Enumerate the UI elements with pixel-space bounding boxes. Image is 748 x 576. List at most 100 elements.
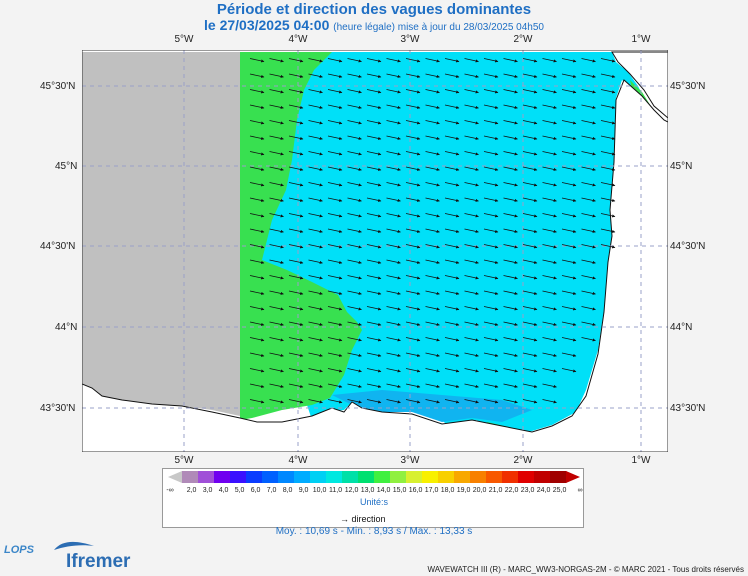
direction-arrow	[522, 383, 538, 388]
direction-arrow	[503, 321, 518, 326]
direction-arrow	[425, 104, 440, 109]
direction-arrow	[366, 259, 382, 264]
direction-arrow	[249, 383, 265, 388]
direction-arrow	[327, 290, 343, 295]
lat-label-left: 45°30'N	[40, 81, 76, 92]
direction-arrow	[444, 337, 460, 342]
nodata-region	[82, 386, 240, 416]
direction-arrow	[405, 306, 421, 311]
colorbar-segment	[326, 471, 343, 483]
direction-arrow	[269, 352, 284, 357]
direction-arrow	[561, 368, 577, 373]
colorbar-segment	[278, 471, 295, 483]
direction-arrow	[386, 73, 401, 78]
direction-arrow	[405, 197, 421, 202]
direction-arrow	[347, 182, 362, 187]
arrow-icon: →	[340, 514, 349, 524]
direction-arrow	[269, 197, 284, 202]
direction-arrow	[249, 337, 265, 342]
direction-arrow	[425, 368, 440, 373]
credit-text: WAVEWATCH III (R) - MARC_WW3-NORGAS-2M -…	[427, 565, 744, 574]
direction-arrow	[249, 228, 265, 233]
direction-arrow	[522, 213, 538, 218]
direction-arrow	[600, 197, 616, 202]
direction-arrow	[503, 352, 518, 357]
direction-arrow	[366, 352, 382, 357]
direction-arrow	[347, 383, 362, 388]
direction-arrow	[581, 290, 596, 295]
direction-arrow	[600, 89, 616, 94]
direction-arrow	[444, 73, 460, 78]
direction-arrow	[249, 58, 265, 63]
direction-arrow	[503, 213, 518, 218]
direction-arrow	[405, 244, 421, 249]
direction-arrow	[288, 213, 304, 218]
color-scale-tick-label: 8,0	[282, 487, 293, 494]
direction-arrow	[347, 399, 362, 404]
direction-arrow	[269, 89, 284, 94]
direction-arrow	[503, 244, 518, 249]
direction-arrow	[327, 182, 343, 187]
direction-arrow	[327, 135, 343, 140]
colorbar-segment	[182, 471, 199, 483]
lon-label-top: 4°W	[288, 34, 308, 45]
direction-arrow	[522, 352, 538, 357]
direction-arrow	[522, 166, 538, 171]
direction-arrow	[405, 135, 421, 140]
direction-arrow	[386, 368, 401, 373]
direction-arrow	[308, 228, 323, 233]
direction-arrow	[444, 368, 460, 373]
lops-logo: LOPS	[4, 544, 34, 556]
direction-arrow	[464, 275, 479, 280]
direction-arrow	[366, 290, 382, 295]
colorbar-min-arrow	[168, 471, 182, 483]
direction-arrow	[327, 259, 343, 264]
colorbar-segment	[262, 471, 279, 483]
direction-arrow	[561, 151, 577, 156]
direction-arrow	[249, 73, 265, 78]
direction-arrow	[581, 135, 596, 140]
direction-arrow	[366, 182, 382, 187]
colorbar-segment	[518, 471, 535, 483]
direction-arrow	[464, 383, 479, 388]
direction-arrow	[600, 244, 616, 249]
direction-arrow	[561, 104, 577, 109]
direction-arrow	[522, 197, 538, 202]
lon-label-top: 2°W	[513, 34, 533, 45]
direction-arrow	[249, 182, 265, 187]
direction-arrow	[405, 151, 421, 156]
direction-arrow	[600, 73, 616, 78]
direction-arrow	[249, 104, 265, 109]
direction-arrow	[308, 58, 323, 63]
direction-arrow	[600, 228, 616, 233]
direction-arrow	[444, 58, 460, 63]
direction-arrow	[288, 383, 304, 388]
direction-arrow	[327, 399, 343, 404]
lat-label-right: 45°N	[670, 161, 693, 172]
forecast-date: le 27/03/2025 04:00	[204, 17, 330, 33]
direction-arrow	[444, 383, 460, 388]
direction-arrow	[386, 275, 401, 280]
direction-arrow	[405, 259, 421, 264]
direction-arrow	[405, 275, 421, 280]
direction-arrow	[249, 399, 265, 404]
direction-arrow	[503, 399, 518, 404]
direction-arrow	[542, 89, 557, 94]
direction-arrow	[522, 321, 538, 326]
colorbar-segment	[470, 471, 487, 483]
direction-arrow	[522, 275, 538, 280]
direction-arrow	[483, 104, 499, 109]
direction-arrow	[581, 259, 596, 264]
direction-arrow	[483, 290, 499, 295]
direction-arrow	[600, 182, 616, 187]
direction-arrow	[308, 383, 323, 388]
direction-arrow	[483, 120, 499, 125]
direction-arrow	[327, 321, 343, 326]
coastline-north	[611, 51, 668, 119]
direction-arrow	[366, 135, 382, 140]
direction-arrow	[425, 259, 440, 264]
colorbar-segment	[454, 471, 471, 483]
direction-arrow	[425, 306, 440, 311]
lon-label-bottom: 3°W	[400, 455, 420, 466]
direction-arrow	[288, 259, 304, 264]
